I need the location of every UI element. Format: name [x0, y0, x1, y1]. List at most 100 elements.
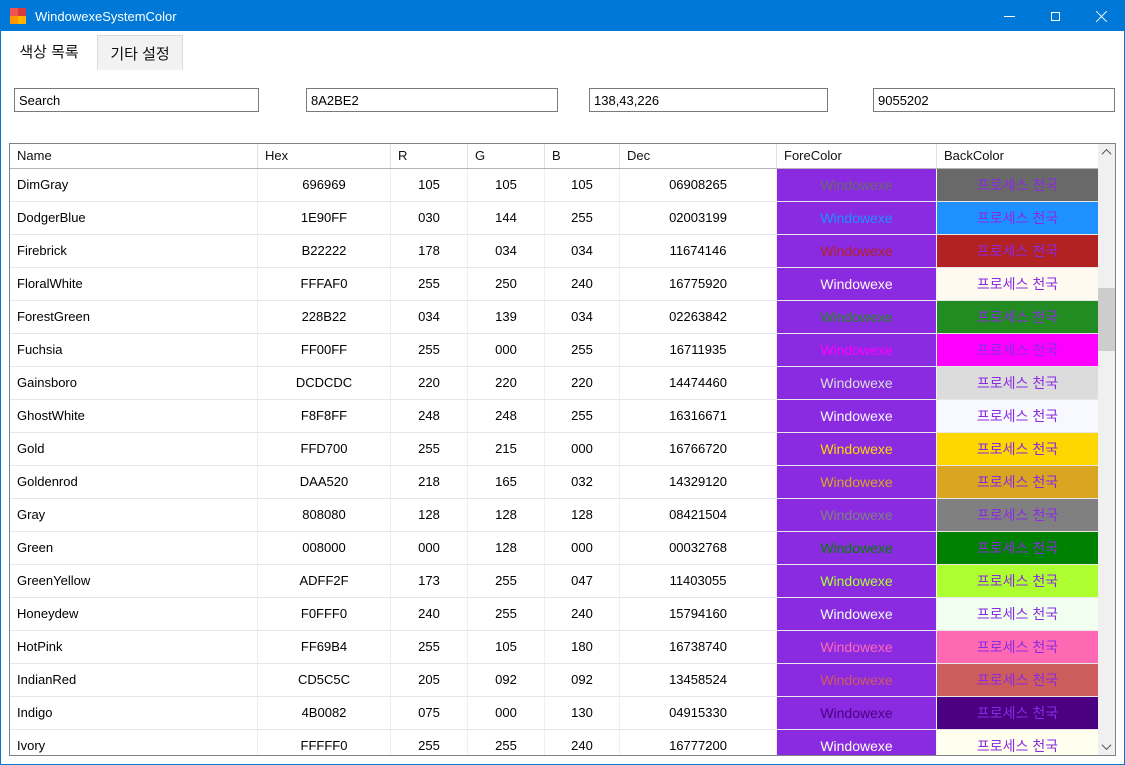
b-cell: 128	[545, 499, 620, 531]
name-cell: Gainsboro	[10, 367, 258, 399]
backcolor-cell: 프로세스 천국	[937, 202, 1098, 234]
dec-cell: 14329120	[620, 466, 777, 498]
color-list-inner: Name Hex R G B Dec ForeColor BackColor D…	[10, 144, 1098, 755]
g-cell: 144	[468, 202, 545, 234]
table-row[interactable]: Indigo 4B0082 075 000 130 04915330 Windo…	[10, 697, 1098, 730]
dec-cell: 11403055	[620, 565, 777, 597]
table-row[interactable]: FloralWhite FFFAF0 255 250 240 16775920 …	[10, 268, 1098, 301]
column-header-b[interactable]: B	[545, 144, 620, 168]
window-controls	[986, 1, 1124, 31]
name-cell: FloralWhite	[10, 268, 258, 300]
g-cell: 105	[468, 169, 545, 201]
b-cell: 034	[545, 235, 620, 267]
r-cell: 255	[391, 631, 468, 663]
table-row[interactable]: Ivory FFFFF0 255 255 240 16777200 Window…	[10, 730, 1098, 755]
hex-cell: FF69B4	[258, 631, 391, 663]
b-cell: 000	[545, 433, 620, 465]
backcolor-cell: 프로세스 천국	[937, 466, 1098, 498]
column-header-dec[interactable]: Dec	[620, 144, 777, 168]
table-row[interactable]: Firebrick B22222 178 034 034 11674146 Wi…	[10, 235, 1098, 268]
name-cell: Fuchsia	[10, 334, 258, 366]
g-cell: 000	[468, 334, 545, 366]
forecolor-cell: Windowexe	[777, 532, 937, 564]
tab-color-list-label: 색상 목록	[19, 43, 79, 61]
table-row[interactable]: DodgerBlue 1E90FF 030 144 255 02003199 W…	[10, 202, 1098, 235]
tab-other-settings[interactable]: 기타 설정	[97, 35, 183, 70]
b-cell: 000	[545, 532, 620, 564]
r-cell: 075	[391, 697, 468, 729]
forecolor-cell: Windowexe	[777, 202, 937, 234]
table-row[interactable]: Green 008000 000 128 000 00032768 Window…	[10, 532, 1098, 565]
column-header-forecolor[interactable]: ForeColor	[777, 144, 937, 168]
b-cell: 034	[545, 301, 620, 333]
column-header-r[interactable]: R	[391, 144, 468, 168]
table-row[interactable]: ForestGreen 228B22 034 139 034 02263842 …	[10, 301, 1098, 334]
dec-cell: 16777200	[620, 730, 777, 755]
hex-cell: FF00FF	[258, 334, 391, 366]
table-row[interactable]: Gold FFD700 255 215 000 16766720 Windowe…	[10, 433, 1098, 466]
minimize-button[interactable]	[986, 1, 1032, 31]
hex-cell: FFFAF0	[258, 268, 391, 300]
table-row[interactable]: IndianRed CD5C5C 205 092 092 13458524 Wi…	[10, 664, 1098, 697]
column-header-name[interactable]: Name	[10, 144, 258, 168]
table-row[interactable]: Gainsboro DCDCDC 220 220 220 14474460 Wi…	[10, 367, 1098, 400]
scrollbar-down-button[interactable]	[1098, 738, 1115, 755]
table-row[interactable]: DimGray 696969 105 105 105 06908265 Wind…	[10, 169, 1098, 202]
backcolor-cell: 프로세스 천국	[937, 433, 1098, 465]
r-cell: 173	[391, 565, 468, 597]
forecolor-cell: Windowexe	[777, 499, 937, 531]
dec-cell: 16766720	[620, 433, 777, 465]
table-row[interactable]: Honeydew F0FFF0 240 255 240 15794160 Win…	[10, 598, 1098, 631]
g-cell: 250	[468, 268, 545, 300]
r-cell: 178	[391, 235, 468, 267]
search-hex-input[interactable]	[306, 88, 558, 112]
tab-strip: 색상 목록 기타 설정	[1, 31, 1124, 71]
chevron-up-icon	[1101, 148, 1112, 159]
g-cell: 255	[468, 730, 545, 755]
backcolor-cell: 프로세스 천국	[937, 631, 1098, 663]
column-header-g[interactable]: G	[468, 144, 545, 168]
dec-cell: 06908265	[620, 169, 777, 201]
hex-cell: FFFFF0	[258, 730, 391, 755]
g-cell: 000	[468, 697, 545, 729]
search-rgb-input[interactable]	[589, 88, 828, 112]
g-cell: 128	[468, 532, 545, 564]
r-cell: 255	[391, 433, 468, 465]
table-row[interactable]: Gray 808080 128 128 128 08421504 Windowe…	[10, 499, 1098, 532]
forecolor-cell: Windowexe	[777, 169, 937, 201]
r-cell: 105	[391, 169, 468, 201]
table-row[interactable]: GhostWhite F8F8FF 248 248 255 16316671 W…	[10, 400, 1098, 433]
maximize-button[interactable]	[1032, 1, 1078, 31]
name-cell: GreenYellow	[10, 565, 258, 597]
vertical-scrollbar[interactable]	[1098, 144, 1115, 755]
table-row[interactable]: Goldenrod DAA520 218 165 032 14329120 Wi…	[10, 466, 1098, 499]
titlebar: WindowexeSystemColor	[1, 1, 1124, 31]
column-header-backcolor[interactable]: BackColor	[944, 148, 1004, 163]
hex-cell: F8F8FF	[258, 400, 391, 432]
search-name-input[interactable]	[14, 88, 259, 112]
table-row[interactable]: Fuchsia FF00FF 255 000 255 16711935 Wind…	[10, 334, 1098, 367]
hex-cell: FFD700	[258, 433, 391, 465]
color-list-view: Name Hex R G B Dec ForeColor BackColor D…	[9, 143, 1116, 756]
name-cell: Goldenrod	[10, 466, 258, 498]
scrollbar-up-button[interactable]	[1098, 144, 1115, 161]
search-dec-input[interactable]	[873, 88, 1115, 112]
hex-cell: DAA520	[258, 466, 391, 498]
column-header-hex[interactable]: Hex	[258, 144, 391, 168]
table-row[interactable]: HotPink FF69B4 255 105 180 16738740 Wind…	[10, 631, 1098, 664]
forecolor-cell: Windowexe	[777, 433, 937, 465]
backcolor-cell: 프로세스 천국	[937, 664, 1098, 696]
forecolor-cell: Windowexe	[777, 664, 937, 696]
backcolor-cell: 프로세스 천국	[937, 400, 1098, 432]
name-cell: GhostWhite	[10, 400, 258, 432]
hex-cell: F0FFF0	[258, 598, 391, 630]
forecolor-cell: Windowexe	[777, 301, 937, 333]
r-cell: 128	[391, 499, 468, 531]
forecolor-cell: Windowexe	[777, 730, 937, 755]
name-cell: Gold	[10, 433, 258, 465]
scrollbar-thumb[interactable]	[1098, 288, 1115, 351]
close-button[interactable]	[1078, 1, 1124, 31]
dec-cell: 15794160	[620, 598, 777, 630]
table-row[interactable]: GreenYellow ADFF2F 173 255 047 11403055 …	[10, 565, 1098, 598]
tab-color-list[interactable]: 색상 목록	[1, 31, 97, 71]
